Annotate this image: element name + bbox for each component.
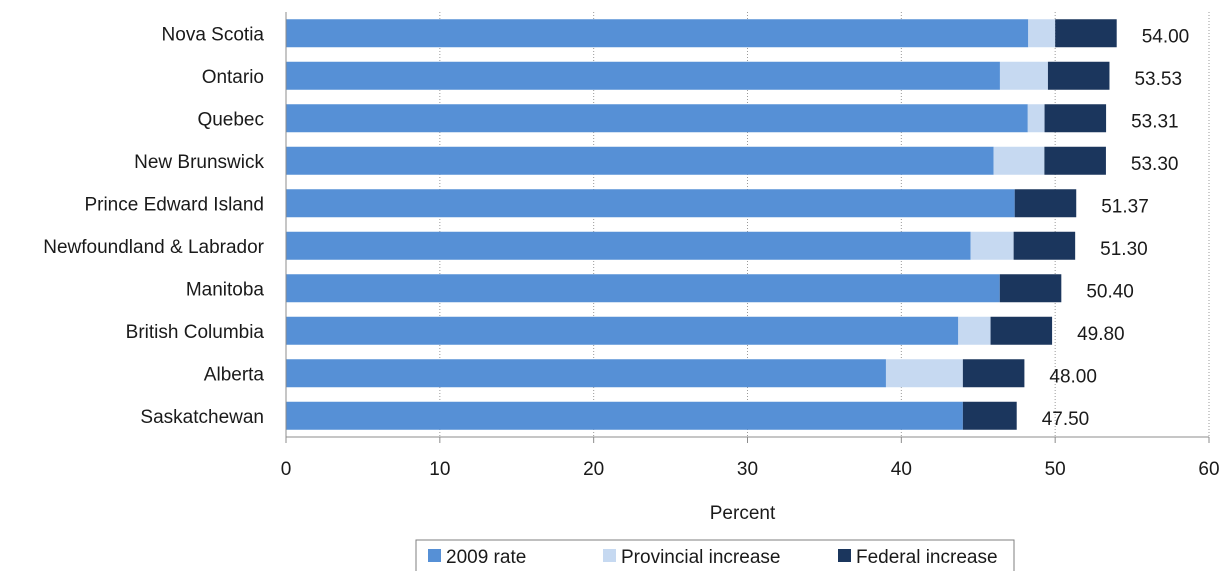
bar-segment-provincial-increase	[1028, 19, 1056, 48]
bar-segment-2009-rate	[286, 316, 959, 345]
bar-segment-federal-increase	[999, 274, 1062, 303]
bar-segment-federal-increase	[1044, 146, 1106, 175]
bar-segment-federal-increase	[990, 316, 1053, 345]
bar-segment-2009-rate	[286, 104, 1028, 133]
bar-segment-2009-rate	[286, 274, 1000, 303]
category-label: Newfoundland & Labrador	[43, 237, 264, 258]
x-tick-label: 10	[429, 459, 450, 480]
x-tick-label: 40	[891, 459, 912, 480]
bar-segment-federal-increase	[1055, 19, 1117, 48]
total-data-label: 54.00	[1142, 26, 1190, 47]
bar-segment-federal-increase	[1013, 231, 1076, 260]
category-label: Saskatchewan	[140, 407, 264, 428]
bar-segment-provincial-increase	[999, 61, 1048, 90]
bar-segment-2009-rate	[286, 401, 963, 430]
total-data-label: 53.30	[1131, 154, 1179, 175]
bar-segment-federal-increase	[962, 359, 1025, 388]
category-label: Quebec	[197, 109, 264, 130]
x-tick-label: 50	[1045, 459, 1066, 480]
x-tick-label: 60	[1198, 459, 1219, 480]
total-labels: 54.00 53.53 53.31 53.30 51.37 51.30 50.40 49.80…	[1042, 26, 1190, 430]
bar-segment-provincial-increase	[885, 359, 963, 388]
total-data-label: 50.40	[1086, 281, 1134, 302]
category-label: British Columbia	[126, 322, 265, 343]
bar-segment-2009-rate	[286, 359, 886, 388]
bar-segment-provincial-increase	[1027, 104, 1045, 133]
x-tick-label: 30	[737, 459, 758, 480]
bars	[286, 19, 1117, 430]
category-label: Nova Scotia	[162, 24, 265, 45]
legend-label-federal-increase: Federal increase	[856, 547, 998, 568]
x-axis: 0 10 20 30 40 50 60	[281, 12, 1220, 480]
category-label: Prince Edward Island	[84, 194, 264, 215]
category-labels: Nova Scotia Ontario Quebec New Brunswick Pri…	[43, 24, 264, 428]
bar-segment-provincial-increase	[993, 146, 1045, 175]
legend-label-provincial-increase: Provincial increase	[621, 547, 780, 568]
x-tick-label: 0	[281, 459, 292, 480]
total-data-label: 53.31	[1131, 111, 1179, 132]
legend-swatch-provincial-increase	[603, 549, 616, 562]
legend-box	[415, 539, 1015, 571]
legend-label-2009-rate: 2009 rate	[446, 547, 526, 568]
bar-segment-2009-rate	[286, 146, 994, 175]
bar-segment-2009-rate	[286, 19, 1029, 48]
bar-segment-federal-increase	[1044, 104, 1107, 133]
total-data-label: 49.80	[1077, 324, 1125, 345]
total-data-label: 51.30	[1100, 239, 1148, 260]
category-label: Manitoba	[186, 279, 265, 300]
total-data-label: 53.53	[1134, 69, 1182, 90]
bar-segment-2009-rate	[286, 61, 1000, 90]
x-tick-label: 20	[583, 459, 604, 480]
category-label: Alberta	[204, 364, 265, 385]
bar-segment-federal-increase	[1047, 61, 1110, 90]
bar-segment-provincial-increase	[970, 231, 1014, 260]
x-axis-title: Percent	[710, 503, 776, 524]
total-data-label: 48.00	[1049, 366, 1097, 387]
category-label: New Brunswick	[134, 152, 264, 173]
legend: 2009 rate Provincial increase Federal incr…	[415, 539, 1015, 571]
total-data-label: 51.37	[1101, 196, 1149, 217]
total-data-label: 47.50	[1042, 409, 1090, 430]
bar-segment-provincial-increase	[958, 316, 991, 345]
category-label: Ontario	[202, 67, 264, 88]
bar-segment-2009-rate	[286, 231, 971, 260]
bar-segment-2009-rate	[286, 189, 1015, 218]
bar-segment-federal-increase	[962, 401, 1017, 430]
legend-swatch-federal-increase	[838, 549, 851, 562]
bar-segment-federal-increase	[1014, 189, 1077, 218]
legend-swatch-2009-rate	[428, 549, 441, 562]
